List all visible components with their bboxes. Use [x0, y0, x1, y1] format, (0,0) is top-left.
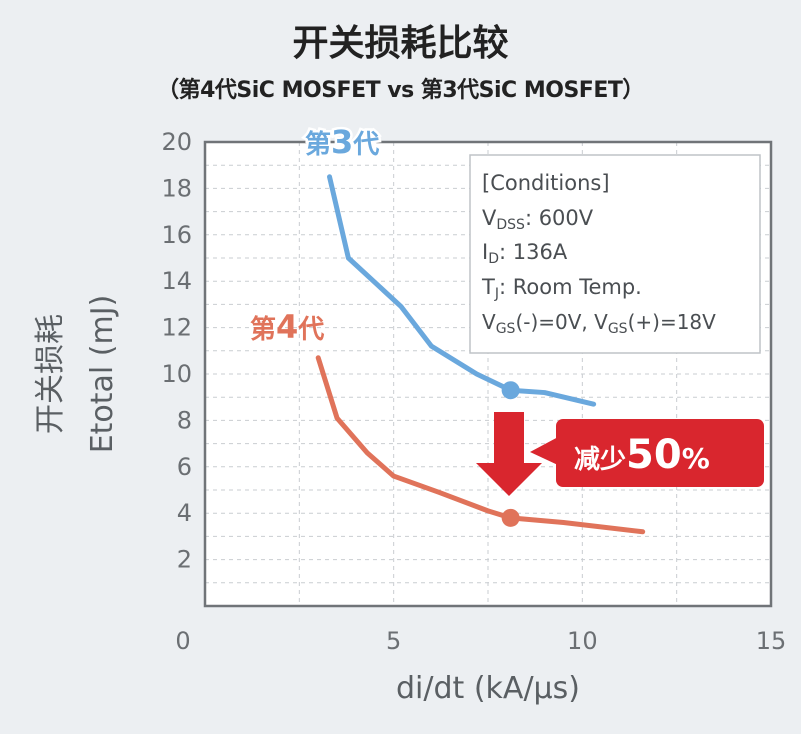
- condition-vgs-subscript-1: GS: [496, 321, 516, 337]
- condition-vdss-subscript: DSS: [496, 217, 525, 233]
- series-layer: [315, 174, 646, 535]
- condition-tj-subscript: J: [494, 286, 499, 302]
- series-label-gen4-suffix: 代: [297, 315, 324, 345]
- series-label-gen4: 第4代: [250, 308, 324, 346]
- x-tick-labels: 0 5 10 15: [175, 627, 786, 655]
- chart-title: 开关损耗比较: [292, 23, 509, 64]
- x-tick-label: 0: [175, 627, 190, 655]
- conditions-box-frame: [469, 154, 761, 354]
- y-axis-title-line2: Etotal (mJ): [85, 295, 120, 454]
- badge-unit: %: [682, 442, 710, 475]
- badge-value: 50: [626, 432, 682, 478]
- badge-background: [556, 419, 764, 487]
- badge-pointer: [530, 436, 560, 466]
- y-tick-label: 20: [161, 128, 192, 156]
- condition-id-value: : 136A: [499, 240, 568, 264]
- series-label-gen4-prefix: 第: [250, 314, 276, 345]
- conditions-box: [Conditions] VDSS: 600V ID: 136A TJ: Roo…: [469, 154, 761, 354]
- series-line-gen3: [327, 174, 597, 407]
- condition-vgs-end: (+)=18V: [628, 310, 717, 334]
- series-label-gen3-prefix: 第: [305, 129, 331, 160]
- y-tick-label: 10: [161, 360, 192, 388]
- y-tick-label: 8: [177, 406, 192, 434]
- y-tick-label: 2: [177, 546, 192, 574]
- y-tick-label: 6: [177, 453, 192, 481]
- condition-tj: TJ: Room Temp.: [481, 275, 642, 302]
- series-label-gen3: 第3代: [305, 123, 379, 161]
- conditions-header: [Conditions]: [482, 171, 610, 195]
- data-point-marker: [501, 381, 520, 400]
- reduction-arrow-icon: [476, 412, 542, 496]
- axes-frame: [203, 140, 773, 608]
- reduction-badge: 减少50%: [530, 419, 764, 487]
- y-tick-label: 18: [161, 174, 192, 202]
- condition-vdss-symbol: V: [482, 206, 497, 230]
- series-label-gen3-suffix: 代: [352, 130, 379, 160]
- markers: [501, 381, 520, 527]
- y-tick-label: 12: [161, 314, 192, 342]
- condition-vgs-symbol-1: V: [482, 310, 496, 334]
- x-axis-title: di/dt (kA/μs): [396, 671, 580, 706]
- condition-vgs-mid: (-)=0V,: [515, 310, 594, 334]
- x-tick-label: 10: [567, 627, 598, 655]
- series-label-gen4-num: 4: [276, 308, 298, 346]
- condition-tj-symbol: T: [481, 275, 495, 299]
- condition-vdss-value: : 600V: [525, 206, 594, 230]
- series-line-gen4: [315, 355, 646, 535]
- condition-tj-value: : Room Temp.: [499, 275, 642, 299]
- y-tick-label: 16: [161, 221, 192, 249]
- axes: [203, 140, 773, 608]
- x-tick-label: 15: [756, 627, 787, 655]
- data-point-marker: [501, 508, 520, 527]
- condition-id-symbol: I: [482, 240, 488, 264]
- y-axis-title-line1: 开关损耗: [33, 314, 68, 434]
- y-tick-label: 14: [161, 267, 192, 295]
- condition-vgs-symbol-2: V: [594, 310, 608, 334]
- condition-id-subscript: D: [488, 251, 499, 267]
- chart-subtitle: （第4代SiC MOSFET vs 第3代SiC MOSFET）: [157, 78, 644, 103]
- condition-id: ID: 136A: [482, 240, 568, 267]
- badge-text: 减少50%: [574, 432, 710, 478]
- x-tick-label: 5: [386, 627, 401, 655]
- y-tick-label: 4: [177, 499, 192, 527]
- y-tick-labels: 2 4 6 8 10 12 14 16 18 20: [161, 128, 192, 574]
- condition-vdss: VDSS: 600V: [482, 206, 594, 233]
- condition-vgs-subscript-2: GS: [608, 321, 628, 337]
- badge-prefix: 减少: [574, 445, 626, 475]
- condition-vgs: VGS(-)=0V, VGS(+)=18V: [482, 310, 716, 337]
- series-label-gen3-num: 3: [331, 123, 353, 161]
